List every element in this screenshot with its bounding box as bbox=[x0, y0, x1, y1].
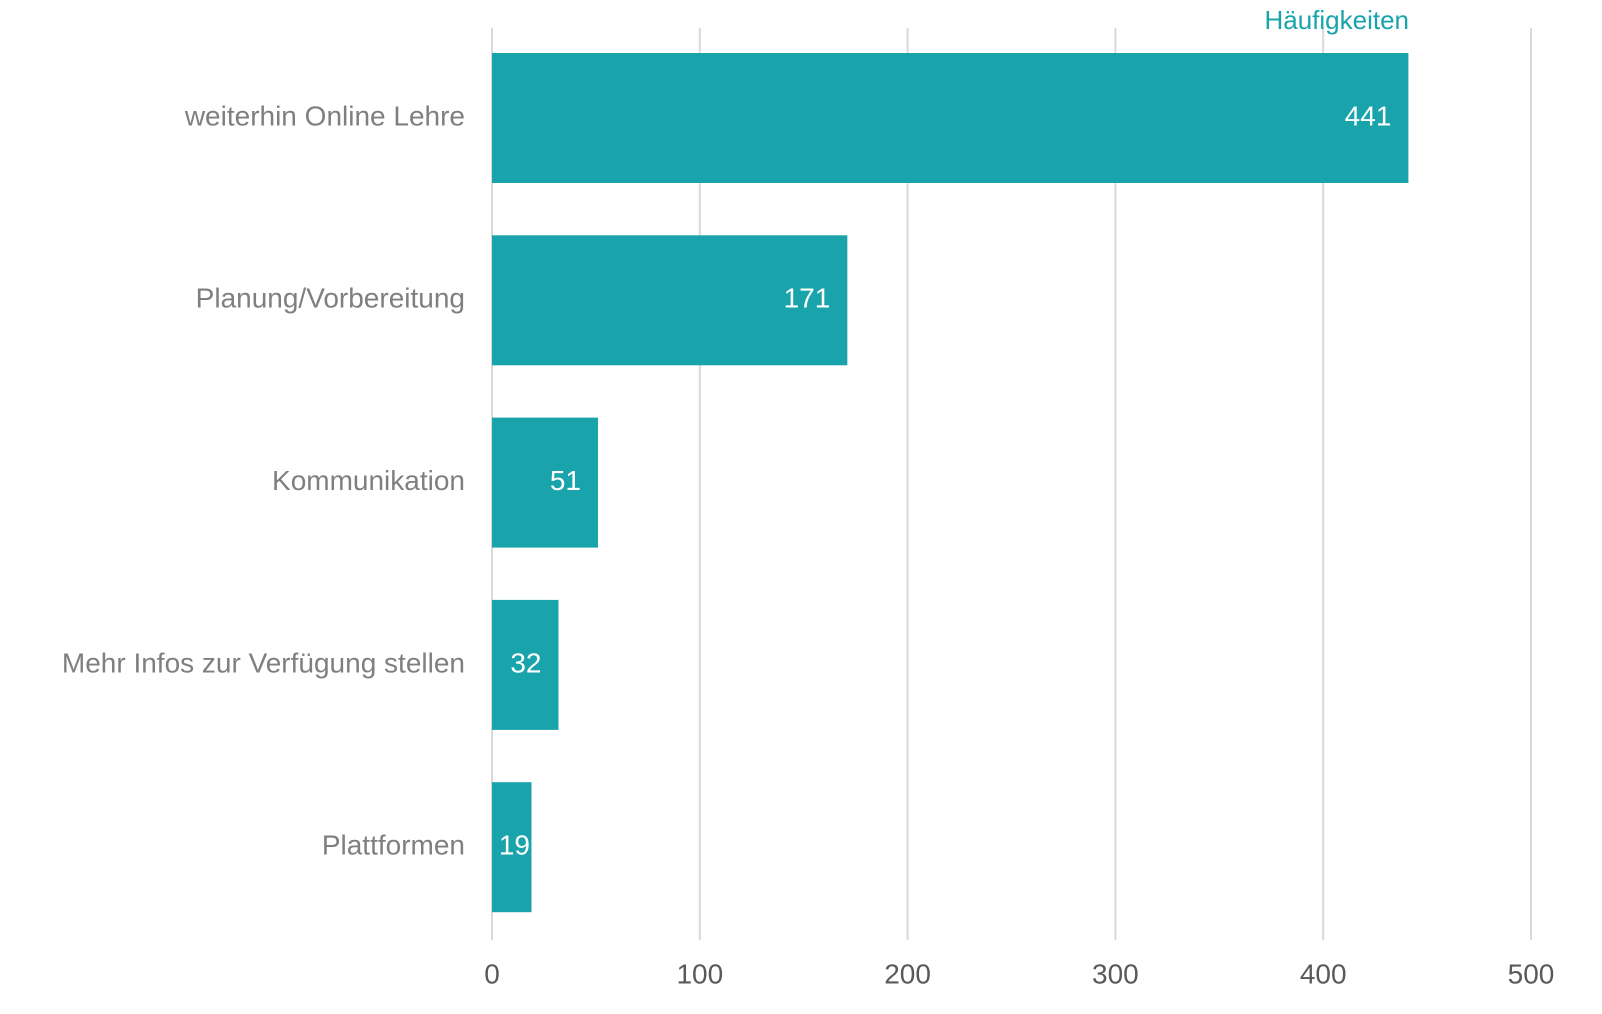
bar bbox=[492, 53, 1409, 183]
bar bbox=[492, 782, 532, 913]
value-label: 441 bbox=[1345, 100, 1392, 131]
x-tick-label: 100 bbox=[676, 958, 723, 989]
category-label: weiterhin Online Lehre bbox=[184, 100, 465, 131]
category-label: Planung/Vorbereitung bbox=[196, 283, 465, 314]
x-tick-label: 400 bbox=[1300, 958, 1347, 989]
bar bbox=[492, 599, 559, 730]
x-tick-label: 500 bbox=[1508, 958, 1555, 989]
value-label: 19 bbox=[499, 830, 530, 861]
value-label: 32 bbox=[510, 647, 541, 678]
value-label: 171 bbox=[784, 283, 831, 314]
category-label: Mehr Infos zur Verfügung stellen bbox=[62, 647, 465, 678]
category-label: Plattformen bbox=[322, 830, 465, 861]
category-label: Kommunikation bbox=[272, 465, 465, 496]
x-tick-label: 200 bbox=[884, 958, 931, 989]
x-tick-label: 0 bbox=[484, 958, 500, 989]
bar bbox=[492, 417, 598, 548]
x-tick-label: 300 bbox=[1092, 958, 1139, 989]
bar bbox=[492, 235, 848, 366]
value-label: 51 bbox=[550, 465, 581, 496]
legend-label: Häufigkeiten bbox=[1264, 5, 1409, 35]
